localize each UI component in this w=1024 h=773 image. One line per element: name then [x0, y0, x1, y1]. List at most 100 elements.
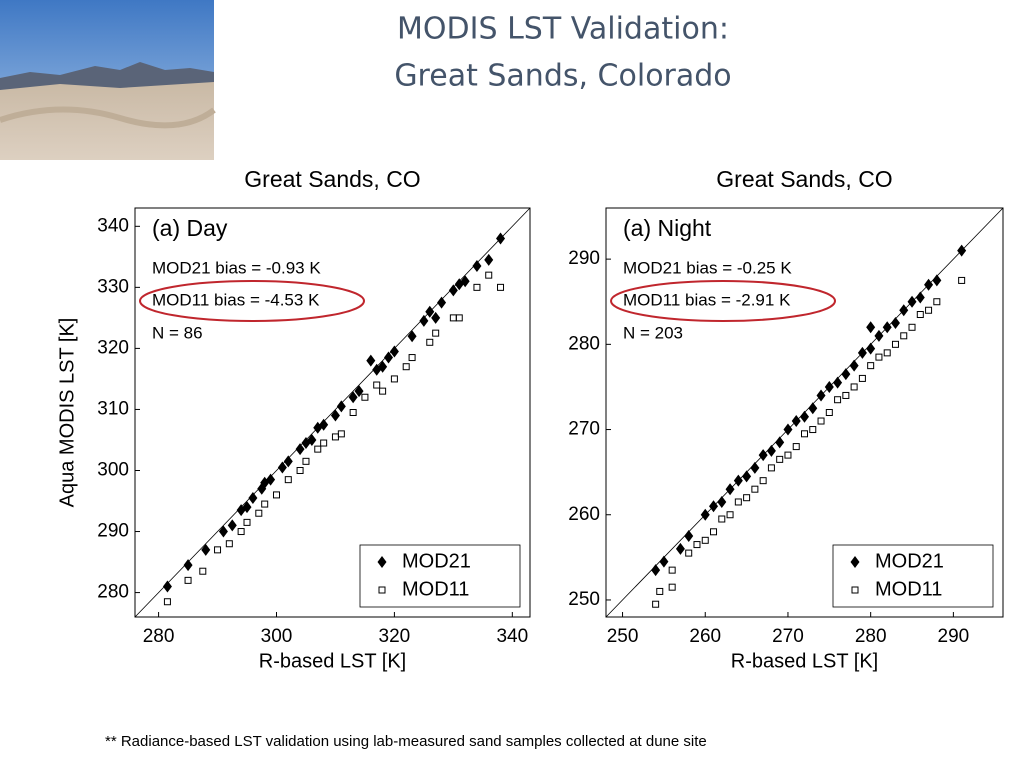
y-tick-label: 250 — [568, 589, 600, 610]
point — [784, 451, 792, 459]
y-tick-label: 260 — [568, 504, 600, 525]
one-to-one-line — [134, 207, 531, 618]
point — [817, 417, 825, 425]
plot-frame — [134, 207, 531, 618]
point — [485, 271, 493, 279]
point — [908, 323, 916, 331]
point — [916, 311, 924, 319]
point — [432, 329, 440, 337]
point — [833, 376, 843, 389]
point — [849, 359, 859, 372]
panel-label: (a) Day — [152, 215, 228, 241]
y-tick-label: 280 — [568, 333, 600, 354]
y-tick-label: 290 — [568, 248, 600, 269]
point — [766, 444, 776, 457]
point — [668, 566, 676, 574]
point — [875, 353, 883, 361]
x-tick-label: 290 — [938, 626, 970, 647]
point — [283, 455, 293, 468]
legend-box — [832, 544, 994, 608]
y-tick-label: 320 — [97, 337, 129, 358]
chart-title: Great Sands, CO — [244, 166, 420, 192]
point — [809, 426, 817, 434]
point — [336, 400, 346, 413]
point — [808, 402, 818, 415]
point — [295, 443, 305, 456]
point — [460, 275, 470, 288]
point — [302, 457, 310, 465]
point — [801, 430, 808, 438]
point — [284, 476, 292, 484]
y-tick-label: 300 — [97, 460, 129, 481]
point — [890, 317, 900, 330]
point — [184, 576, 192, 584]
point — [759, 477, 767, 485]
point — [725, 483, 735, 496]
point — [378, 360, 388, 373]
point — [437, 296, 447, 309]
y-tick-label: 270 — [568, 419, 600, 440]
point — [651, 564, 661, 577]
point — [899, 304, 909, 317]
point — [361, 393, 369, 401]
point — [850, 383, 858, 391]
y-axis-label: Aqua MODIS LST [K] — [56, 318, 78, 508]
point — [907, 295, 917, 308]
point — [915, 291, 925, 304]
x-axis-label: R-based LST [K] — [259, 650, 406, 672]
y-tick-label: 280 — [97, 582, 129, 603]
point — [668, 583, 676, 591]
point — [296, 466, 304, 474]
point — [402, 363, 410, 371]
point — [842, 391, 850, 399]
point — [933, 298, 941, 306]
legend-marker — [850, 556, 860, 568]
point — [652, 600, 660, 608]
point — [932, 274, 942, 287]
point — [750, 461, 760, 474]
x-tick-label: 270 — [772, 626, 804, 647]
footnote: ** Radiance-based LST validation using l… — [105, 733, 707, 750]
point — [237, 528, 245, 536]
point — [449, 314, 457, 322]
point — [496, 232, 506, 245]
point — [900, 332, 908, 340]
point — [337, 430, 345, 438]
point — [366, 354, 376, 367]
point — [373, 381, 381, 389]
point — [243, 518, 251, 526]
annotation: MOD21 bias = -0.25 K — [623, 258, 792, 277]
point — [792, 443, 800, 451]
point — [717, 495, 727, 508]
legend-marker — [377, 556, 387, 568]
point — [248, 491, 258, 504]
point — [726, 511, 734, 519]
point — [834, 396, 842, 404]
point — [426, 338, 434, 346]
point — [261, 500, 269, 508]
point — [407, 330, 417, 343]
x-tick-label: 280 — [855, 626, 887, 647]
point — [163, 598, 171, 606]
point — [472, 259, 482, 272]
point — [701, 536, 709, 544]
point — [199, 567, 207, 575]
legend-box — [359, 544, 521, 608]
point — [307, 433, 317, 446]
point — [183, 559, 193, 572]
point — [319, 418, 329, 431]
point — [858, 374, 866, 382]
point — [816, 389, 826, 402]
point — [891, 340, 899, 348]
x-tick-label: 280 — [143, 626, 175, 647]
point — [775, 436, 785, 449]
legend-marker — [851, 586, 859, 594]
point — [957, 244, 967, 257]
point — [925, 306, 933, 314]
point — [733, 474, 743, 487]
point — [255, 509, 263, 517]
point — [354, 385, 364, 398]
point — [710, 528, 718, 536]
